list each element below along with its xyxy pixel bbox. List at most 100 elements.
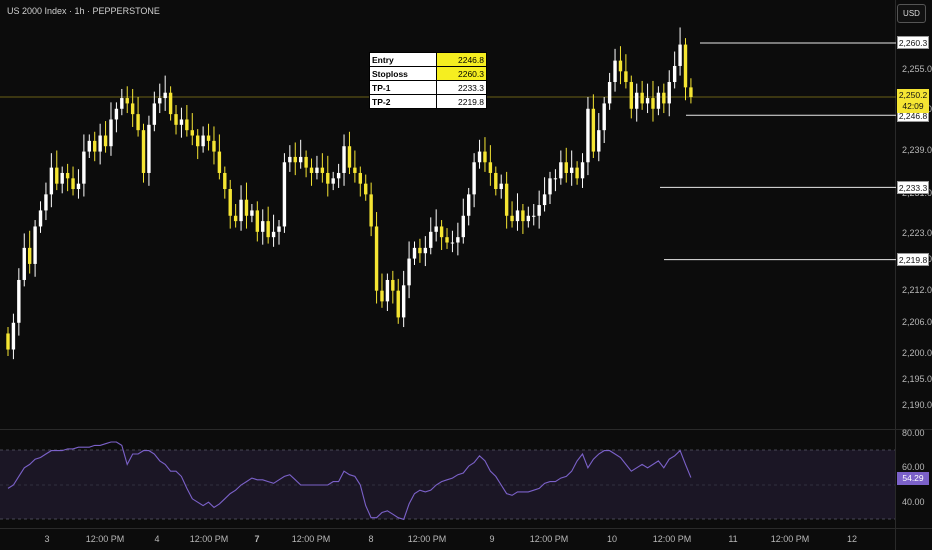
candle-body — [364, 183, 368, 195]
candle-body — [635, 92, 639, 109]
levels-table: Entry 2246.8 Stoploss 2260.3 TP-1 2233.3… — [369, 52, 487, 109]
time-axis-label: 12:00 PM — [530, 534, 569, 544]
candle — [591, 94, 596, 158]
candle — [434, 209, 438, 242]
candle — [407, 241, 411, 299]
candle-body — [65, 172, 70, 179]
candle — [261, 209, 265, 245]
price-tick-label: 2,239.0 — [902, 145, 932, 155]
price-tick-label: 2,212.0 — [902, 285, 932, 295]
entry-value: 2246.8 — [436, 52, 487, 67]
candle-body — [212, 140, 216, 152]
candle-body — [640, 92, 644, 104]
rsi-indicator — [7, 441, 692, 521]
candle-body — [185, 119, 189, 131]
candle-body — [93, 140, 97, 152]
rsi-tick-label: 40.00 — [902, 497, 925, 507]
candle — [347, 131, 352, 175]
candle-body — [537, 205, 541, 216]
candle-body — [266, 221, 270, 238]
candle-body — [575, 167, 579, 179]
candle-body — [109, 119, 113, 147]
candle-body — [44, 194, 48, 211]
time-axis-label: 12:00 PM — [190, 534, 229, 544]
candle-body — [391, 279, 395, 291]
candle-body — [33, 226, 37, 264]
candle — [125, 86, 129, 114]
candle — [141, 123, 146, 183]
candle — [667, 70, 671, 117]
candle-body — [331, 178, 335, 184]
candle-body — [461, 215, 465, 238]
time-axis-label: 12:00 PM — [408, 534, 447, 544]
countdown-timer: 42:09 — [902, 101, 924, 111]
candle — [559, 150, 563, 185]
candle — [244, 182, 249, 229]
candle — [60, 166, 64, 194]
candle — [201, 126, 205, 153]
tp2-label: TP-2 — [369, 94, 437, 109]
candle-body — [450, 242, 455, 244]
candle — [678, 27, 682, 76]
candle-body — [526, 215, 531, 222]
candle-body — [521, 210, 525, 222]
candle — [109, 102, 113, 156]
time-axis-labels: 3 12:00 PM 4 12:00 PM 7 12:00 PM 8 12:00 PM 9 12:… — [44, 534, 857, 544]
price-tick-label: 2,255.0 — [902, 64, 932, 74]
candle — [418, 238, 422, 263]
currency-button[interactable]: USD — [897, 4, 926, 23]
candle-body — [168, 92, 173, 115]
candle-body — [87, 140, 91, 152]
candle — [564, 147, 568, 183]
candle — [613, 48, 617, 92]
candle-body — [624, 71, 628, 83]
candle-body — [320, 167, 325, 173]
table-row: Stoploss 2260.3 — [369, 66, 487, 81]
candle-body — [488, 162, 493, 173]
candle-body — [136, 114, 140, 131]
candle — [423, 236, 428, 267]
candle — [580, 153, 585, 188]
candle-body — [553, 178, 558, 180]
candle — [120, 88, 124, 116]
candle-body — [483, 151, 487, 163]
candle-body — [396, 290, 400, 318]
tp2-value: 2219.8 — [436, 94, 487, 109]
candle-body — [17, 279, 21, 323]
tp1-value: 2233.3 — [436, 80, 487, 95]
candle — [44, 182, 48, 221]
candle — [163, 75, 167, 111]
candle-body — [315, 167, 319, 173]
time-axis-label: 11 — [728, 534, 737, 544]
time-axis-label: 4 — [154, 534, 159, 544]
candle — [472, 153, 476, 208]
candle-body — [336, 172, 341, 179]
price-tick-label: 2,206.0 — [902, 317, 932, 327]
candle-body — [559, 162, 563, 179]
candle — [114, 102, 119, 133]
candle-body — [656, 92, 661, 109]
candle — [510, 201, 514, 228]
candle-body — [667, 82, 671, 104]
candle-body — [515, 210, 520, 222]
candle — [499, 174, 503, 199]
stoploss-label: Stoploss — [369, 66, 437, 81]
candle — [607, 72, 612, 110]
candle — [212, 126, 216, 165]
candle-body — [678, 44, 682, 66]
time-axis-label: 7 — [254, 534, 259, 544]
candle — [71, 166, 75, 196]
candle — [380, 273, 384, 308]
level-lines — [660, 42, 896, 261]
candle — [38, 201, 43, 233]
candle — [624, 54, 628, 89]
candle — [575, 161, 579, 185]
candle-body — [304, 156, 308, 168]
candle — [412, 241, 417, 265]
candle — [185, 105, 189, 137]
candle — [315, 155, 319, 180]
time-axis-label: 12:00 PM — [771, 534, 810, 544]
candle — [358, 166, 362, 197]
candle-body — [152, 103, 157, 125]
